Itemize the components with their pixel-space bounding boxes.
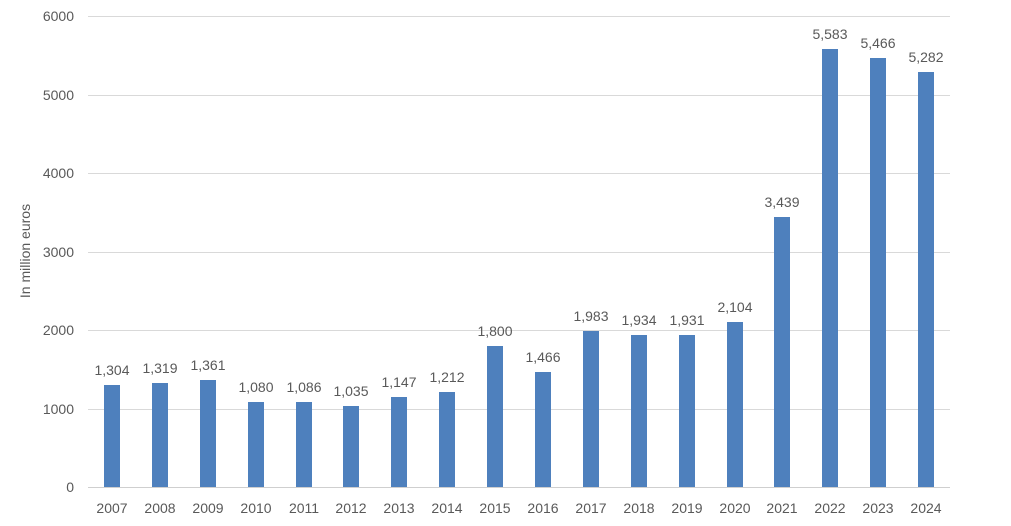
bar-value-label: 1,035 — [333, 383, 369, 399]
bar-value-label: 3,439 — [764, 194, 800, 210]
bar-2014 — [439, 392, 455, 487]
gridline — [88, 16, 950, 17]
x-tick-label: 2009 — [192, 500, 224, 516]
y-tick-label: 1000 — [42, 401, 74, 417]
x-tick-label: 2015 — [479, 500, 511, 516]
bar-value-label: 1,212 — [429, 369, 465, 385]
gridline — [88, 330, 950, 331]
bar-2013 — [391, 397, 407, 487]
bar-2009 — [200, 380, 216, 487]
bar-2010 — [248, 402, 264, 487]
bar-2015 — [487, 346, 503, 487]
bar-value-label: 1,983 — [573, 308, 609, 324]
bar-2008 — [152, 383, 168, 487]
bar-value-label: 1,931 — [669, 312, 705, 328]
bar-value-label: 1,080 — [238, 379, 274, 395]
y-tick-label: 3000 — [42, 244, 74, 260]
bar-2007 — [104, 385, 120, 487]
bar-2024 — [918, 72, 934, 487]
bar-value-label: 1,147 — [381, 374, 417, 390]
gridline — [88, 252, 950, 253]
bar-2023 — [870, 58, 886, 487]
bar-value-label: 1,934 — [621, 312, 657, 328]
y-tick-label: 2000 — [42, 322, 74, 338]
bar-2017 — [583, 331, 599, 487]
bar-value-label: 2,104 — [717, 299, 753, 315]
bar-2019 — [679, 335, 695, 487]
x-tick-label: 2023 — [862, 500, 894, 516]
bar-value-label: 5,466 — [860, 35, 896, 51]
x-tick-label: 2016 — [527, 500, 559, 516]
bar-2018 — [631, 335, 647, 487]
y-tick-label: 0 — [66, 479, 74, 495]
bar-2020 — [727, 322, 743, 487]
bar-value-label: 1,319 — [142, 360, 178, 376]
bar-value-label: 1,361 — [190, 357, 226, 373]
x-axis-line — [88, 487, 950, 488]
x-tick-label: 2008 — [144, 500, 176, 516]
y-tick-label: 4000 — [42, 165, 74, 181]
x-tick-label: 2018 — [623, 500, 655, 516]
bar-value-label: 1,304 — [94, 362, 130, 378]
bar-2011 — [296, 402, 312, 487]
x-tick-label: 2014 — [431, 500, 463, 516]
bar-2016 — [535, 372, 551, 487]
bar-value-label: 1,086 — [286, 379, 322, 395]
bar-value-label: 1,466 — [525, 349, 561, 365]
y-tick-label: 6000 — [42, 8, 74, 24]
x-tick-label: 2020 — [719, 500, 751, 516]
x-tick-label: 2017 — [575, 500, 607, 516]
x-tick-label: 2021 — [766, 500, 798, 516]
x-tick-label: 2013 — [383, 500, 415, 516]
bar-2012 — [343, 406, 359, 487]
y-tick-label: 5000 — [42, 87, 74, 103]
bar-2022 — [822, 49, 838, 487]
bar-2021 — [774, 217, 790, 487]
gridline — [88, 409, 950, 410]
bar-value-label: 5,583 — [812, 26, 848, 42]
x-tick-label: 2024 — [910, 500, 942, 516]
x-tick-label: 2012 — [335, 500, 367, 516]
x-tick-label: 2010 — [240, 500, 272, 516]
gridline — [88, 173, 950, 174]
x-tick-label: 2022 — [814, 500, 846, 516]
bar-value-label: 5,282 — [908, 49, 944, 65]
bar-value-label: 1,800 — [477, 323, 513, 339]
x-tick-label: 2007 — [96, 500, 128, 516]
x-tick-label: 2011 — [288, 500, 320, 516]
x-tick-label: 2019 — [671, 500, 703, 516]
gridline — [88, 95, 950, 96]
